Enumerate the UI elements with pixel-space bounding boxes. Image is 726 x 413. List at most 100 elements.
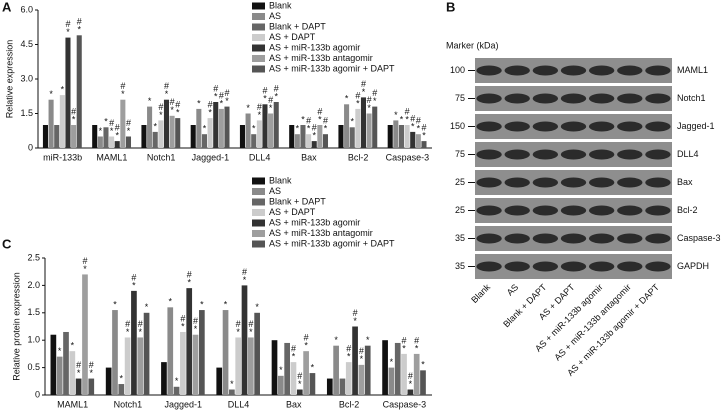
bar	[296, 389, 303, 395]
band	[504, 65, 530, 76]
bar	[50, 334, 57, 395]
x-tick-label: Bax	[286, 399, 302, 409]
band	[617, 65, 643, 76]
band	[617, 261, 643, 272]
significance-mark: *	[279, 365, 283, 375]
legend-label: Blank	[269, 0, 292, 10]
bar	[201, 134, 207, 148]
band	[560, 149, 587, 160]
bar	[322, 134, 329, 148]
bar	[345, 362, 352, 395]
significance-mark: *	[411, 121, 415, 131]
significance-mark: #	[208, 99, 213, 109]
significance-mark: #	[193, 316, 198, 326]
significance-mark: *	[224, 299, 228, 309]
significance-mark: #	[236, 319, 241, 329]
significance-mark: *	[390, 357, 394, 367]
bar	[218, 108, 224, 148]
significance-mark: *	[243, 275, 247, 285]
bar	[235, 337, 242, 395]
marker-value: 150	[450, 121, 465, 131]
bar	[190, 125, 196, 148]
bar	[372, 106, 378, 148]
significance-mark: *	[170, 105, 174, 115]
significance-mark: #	[187, 270, 192, 280]
marker-value: 25	[455, 205, 465, 215]
bar	[277, 375, 284, 395]
bar	[364, 345, 371, 395]
significance-mark: #	[346, 343, 351, 353]
bar	[358, 364, 365, 395]
significance-mark: *	[422, 130, 426, 140]
significance-mark: *	[104, 117, 108, 127]
bar	[48, 99, 54, 148]
band	[588, 177, 615, 188]
bar	[105, 367, 112, 395]
bar	[245, 113, 251, 148]
legend-swatch	[252, 188, 265, 195]
protein-label: MAML1	[677, 65, 708, 75]
bar	[118, 384, 125, 395]
y-tick-label: 2.0	[27, 280, 40, 290]
significance-mark: *	[49, 89, 53, 99]
bar	[143, 312, 150, 395]
significance-mark: #	[138, 319, 143, 329]
bar	[254, 312, 260, 395]
significance-mark: *	[421, 360, 425, 370]
legend-label: AS + DAPT	[269, 207, 316, 217]
significance-mark: #	[402, 335, 407, 345]
significance-mark: *	[311, 362, 315, 372]
significance-mark: #	[297, 371, 302, 381]
significance-mark: #	[115, 122, 120, 132]
significance-mark: #	[219, 90, 224, 100]
legend-label: AS	[269, 11, 281, 21]
y-tick-label: 0.5	[27, 362, 40, 372]
bar	[311, 141, 317, 148]
band	[560, 177, 587, 188]
bar	[112, 310, 118, 395]
legend-label: AS + DAPT	[269, 32, 316, 42]
legend-swatch	[252, 55, 265, 62]
significance-mark: #	[317, 106, 322, 116]
significance-mark: *	[366, 335, 370, 345]
significance-mark: #	[120, 81, 125, 91]
significance-mark: #	[175, 99, 180, 109]
significance-mark: *	[165, 89, 169, 99]
significance-mark: *	[181, 321, 185, 331]
marker-value: 25	[455, 177, 465, 187]
band	[504, 233, 530, 244]
x-tick-label: miR-133b	[43, 152, 82, 162]
y-tick-label: 1.0	[27, 335, 40, 345]
marker-value: 75	[455, 93, 465, 103]
significance-mark: #	[359, 346, 364, 356]
legend-label: AS + miR-133b agomir + DAPT	[269, 63, 395, 73]
x-tick-label: MAML1	[96, 152, 127, 162]
bar	[284, 342, 290, 395]
bar	[338, 125, 344, 148]
significance-mark: *	[318, 114, 322, 124]
significance-mark: #	[312, 122, 317, 132]
legend-swatch	[252, 44, 265, 52]
band	[504, 93, 530, 104]
significance-mark: *	[153, 121, 157, 131]
significance-mark: *	[249, 327, 253, 337]
bar	[366, 113, 372, 148]
significance-mark: *	[367, 103, 371, 113]
significance-mark: *	[356, 98, 360, 108]
legend-label: AS + miR-133b antagomir	[269, 53, 373, 63]
band	[588, 93, 615, 104]
significance-mark: #	[414, 335, 419, 345]
significance-mark: *	[360, 354, 364, 364]
lane-label: AS	[505, 282, 521, 298]
bar	[59, 95, 65, 148]
band	[645, 233, 671, 244]
bar	[349, 127, 355, 148]
significance-mark: #	[367, 95, 372, 105]
significance-mark: #	[408, 371, 413, 381]
significance-mark: #	[274, 83, 279, 93]
y-tick-label: 1.5	[27, 307, 40, 317]
bar	[401, 353, 407, 395]
legend-swatch	[252, 240, 265, 248]
significance-mark: #	[355, 90, 360, 100]
legend-swatch	[252, 13, 265, 20]
